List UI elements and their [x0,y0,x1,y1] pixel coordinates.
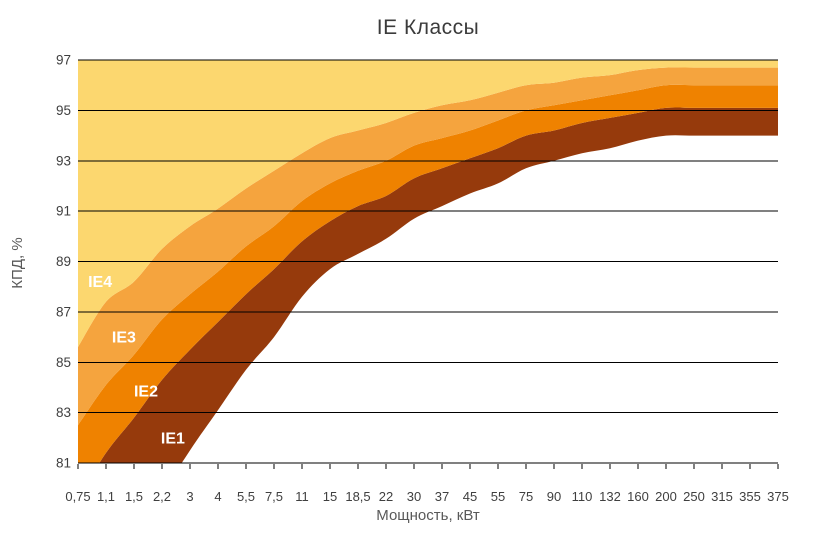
x-tick-label: 22 [379,489,393,504]
x-tick-label: 1,5 [125,489,143,504]
x-tick-label: 90 [547,489,561,504]
band-labels-layer: IE4 IE3 IE2 IE1 [88,274,185,447]
x-tick-label: 250 [683,489,705,504]
x-tick-label: 2,2 [153,489,171,504]
x-tick-label: 55 [491,489,505,504]
band-ie1 [99,107,778,463]
x-tick-label: 1,1 [97,489,115,504]
x-tick-label: 30 [407,489,421,504]
x-tick-label: 7,5 [265,489,283,504]
y-tick-label: 81 [56,456,71,471]
x-tick-label: 4 [214,489,221,504]
band-label-ie2: IE2 [134,384,158,401]
x-axis-title: Мощность, кВт [376,507,480,524]
y-tick-label: 97 [56,53,71,68]
y-axis-title: КПД, % [9,237,26,289]
x-axis [77,462,779,469]
x-tick-labels: 0,75 1,1 1,5 2,2 3 4 5,5 7,5 11 15 18,5 22 30 37 45 55 7… [65,489,789,504]
x-tick-label: 45 [463,489,477,504]
x-tick-label: 160 [627,489,649,504]
y-tick-label: 83 [56,405,71,420]
y-tick-label: 95 [56,103,71,118]
band-label-ie3: IE3 [112,330,136,347]
x-tick-label: 315 [711,489,733,504]
x-tick-label: 18,5 [345,489,370,504]
band-ie4 [78,60,778,348]
gridlines-layer [78,59,778,414]
x-tick-label: 75 [519,489,533,504]
bands-layer [78,60,778,463]
band-label-ie1: IE1 [161,430,185,447]
x-tick-label: 11 [295,489,309,504]
x-tick-label: 200 [655,489,677,504]
y-tick-label: 93 [56,153,71,168]
x-tick-label: 3 [186,489,193,504]
x-tick-label: 5,5 [237,489,255,504]
x-tick-label: 132 [599,489,621,504]
x-tick-label: 355 [739,489,761,504]
chart-title: IE Классы [376,16,480,39]
x-tick-label: 0,75 [65,489,90,504]
y-tick-label: 91 [56,204,71,219]
y-tick-label: 87 [56,304,71,319]
y-tick-label: 89 [56,254,71,269]
x-tick-label: 37 [435,489,449,504]
x-tick-label: 375 [767,489,789,504]
y-tick-labels: 81 83 85 87 89 91 93 95 97 [56,53,71,471]
x-tick-label: 15 [323,489,337,504]
band-ie3 [78,67,778,426]
band-label-ie4: IE4 [88,274,112,291]
x-tick-label: 110 [572,489,593,504]
y-tick-label: 85 [56,355,71,370]
